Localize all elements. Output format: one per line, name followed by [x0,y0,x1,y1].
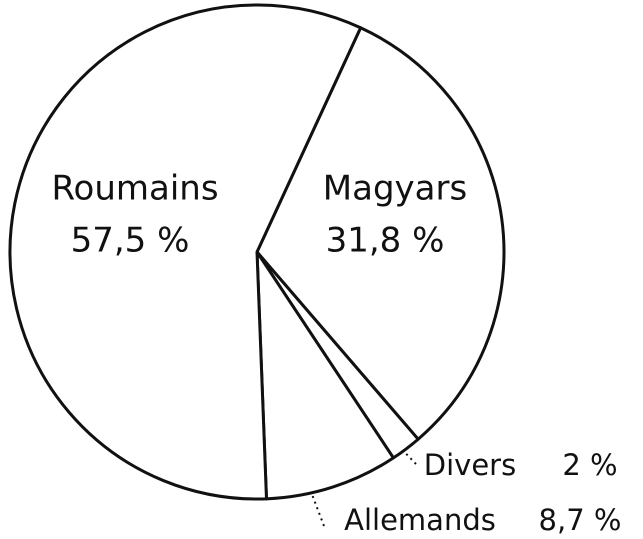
pie-slice [255,250,395,501]
slice-value-label: 31,8 % [326,221,445,261]
slice-label: Magyars [323,169,467,209]
allemands-arrow [299,465,325,527]
slice-label: Allemands [344,503,496,537]
slice-label: Roumains [51,169,218,209]
slice-value-label: 2 % [562,448,617,482]
slice-value-label: 57,5 % [71,221,190,261]
pie-slice [255,26,506,441]
divers-arrow [386,432,417,465]
slice-value-label: 8,7 % [539,503,622,537]
slice-label: Divers [424,448,516,482]
pie-slice [8,3,363,501]
